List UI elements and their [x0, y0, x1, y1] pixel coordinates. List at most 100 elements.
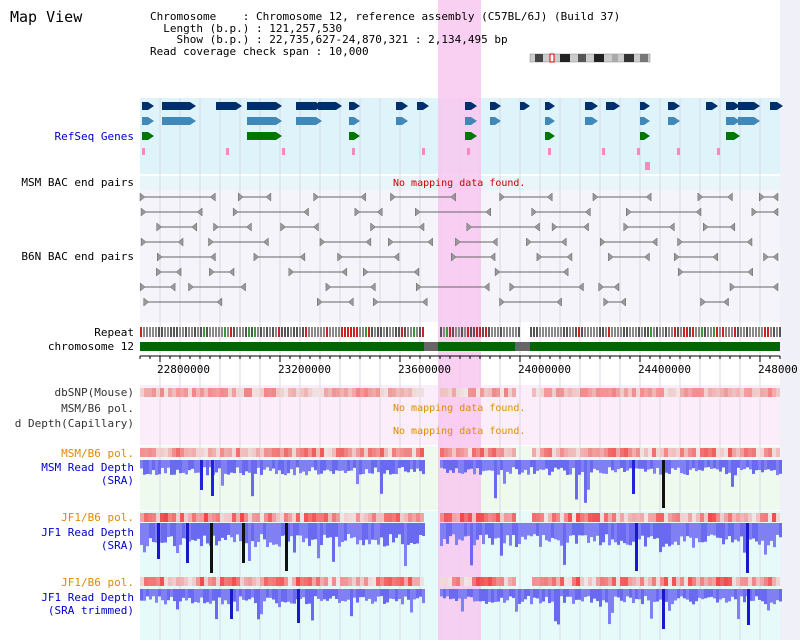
- pol-cell: [476, 388, 480, 397]
- pol-cell: [496, 577, 500, 586]
- repeat-element: [353, 327, 355, 337]
- pol-cell: [364, 513, 368, 522]
- depth-bar: [587, 589, 590, 597]
- depth-bar: [344, 589, 347, 602]
- track-label-jf1-read-depth-sra-trimmed: (SRA trimmed): [47, 604, 134, 617]
- pol-cell: [156, 513, 160, 522]
- repeat-element: [266, 327, 268, 337]
- depth-bar: [341, 523, 344, 543]
- gene-arrow: [402, 117, 408, 125]
- depth-bar: [518, 523, 521, 544]
- pol-cell: [604, 448, 608, 457]
- bac-end: [674, 252, 680, 262]
- depth-bar: [287, 523, 290, 542]
- depth-bar: [749, 523, 752, 540]
- pol-cell: [316, 577, 320, 586]
- pol-cell: [624, 448, 628, 457]
- depth-bar: [605, 589, 608, 603]
- depth-bar: [452, 523, 455, 535]
- pol-cell: [756, 513, 760, 522]
- depth-bar: [488, 460, 491, 471]
- depth-bar: [197, 460, 200, 473]
- pol-cell: [268, 513, 272, 522]
- pol-cell: [640, 513, 644, 522]
- pol-cell: [176, 448, 180, 457]
- gene-arrow: [316, 117, 322, 125]
- depth-spike: [747, 589, 750, 625]
- pol-cell: [664, 513, 668, 522]
- pol-cell: [196, 577, 200, 586]
- pol-cell: [292, 388, 296, 397]
- bac-end: [341, 267, 348, 277]
- pol-cell: [220, 513, 224, 522]
- repeat-element: [152, 327, 154, 337]
- depth-bar: [275, 523, 278, 545]
- pol-cell: [736, 577, 740, 586]
- depth-bar: [170, 460, 173, 475]
- pol-cell: [144, 388, 148, 397]
- pol-cell: [540, 577, 544, 586]
- gene-arrow: [754, 102, 760, 110]
- depth-bar: [647, 589, 650, 601]
- depth-bar: [590, 460, 593, 473]
- depth-bar: [569, 460, 572, 475]
- length-label: Length (b.p.): [163, 21, 250, 35]
- pol-cell: [284, 577, 288, 586]
- depth-bar: [542, 460, 545, 470]
- pol-cell: [480, 448, 484, 457]
- pol-cell: [240, 448, 244, 457]
- pol-cell: [600, 448, 604, 457]
- depth-bar: [470, 460, 473, 469]
- repeat-element: [500, 327, 502, 337]
- depth-bar: [707, 523, 710, 536]
- depth-bar: [554, 589, 557, 622]
- pol-cell: [276, 448, 280, 457]
- repeat-element: [329, 327, 331, 337]
- pol-cell: [560, 513, 564, 522]
- pol-cell: [548, 448, 552, 457]
- depth-bar: [458, 523, 461, 540]
- chromosome-ideogram[interactable]: [529, 53, 651, 63]
- pol-cell: [328, 388, 332, 397]
- depth-bar: [752, 523, 755, 539]
- pol-cell: [536, 448, 540, 457]
- depth-bar: [173, 460, 176, 475]
- pol-cell: [172, 448, 176, 457]
- depth-bar: [596, 523, 599, 536]
- bac-end: [700, 297, 707, 307]
- depth-bar: [233, 460, 236, 474]
- pol-cell: [276, 513, 280, 522]
- pol-cell: [488, 388, 492, 397]
- bac-end: [209, 192, 216, 202]
- track-label-refseq[interactable]: RefSeq Genes: [54, 130, 134, 143]
- pol-cell: [368, 388, 372, 397]
- depth-bar: [581, 523, 584, 536]
- pol-cell: [552, 388, 556, 397]
- bac-end: [209, 267, 215, 277]
- pol-cell: [732, 577, 736, 586]
- pol-cell: [284, 513, 288, 522]
- pol-cell: [148, 448, 152, 457]
- bac-end: [584, 207, 591, 217]
- depth-spike: [297, 589, 300, 623]
- depth-bar: [665, 460, 668, 473]
- pol-cell: [744, 577, 748, 586]
- depth-bar: [347, 460, 350, 471]
- pol-cell: [412, 388, 416, 397]
- depth-bar: [389, 589, 392, 599]
- repeat-element: [596, 327, 598, 337]
- pol-cell: [448, 577, 452, 586]
- depth-bar: [407, 523, 410, 545]
- pol-cell: [668, 577, 672, 586]
- pol-cell: [640, 388, 644, 397]
- pol-cell: [716, 388, 720, 397]
- pol-cell: [144, 513, 148, 522]
- depth-bar: [224, 460, 227, 474]
- depth-bar: [440, 589, 443, 597]
- chromosome-bar[interactable]: [140, 342, 780, 351]
- depth-bar: [776, 460, 779, 476]
- pol-cell: [224, 513, 228, 522]
- repeat-element: [599, 327, 601, 337]
- gene-tick: [142, 148, 145, 155]
